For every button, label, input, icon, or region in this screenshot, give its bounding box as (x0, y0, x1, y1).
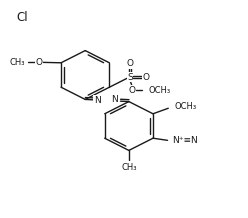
Text: CH₃: CH₃ (10, 58, 25, 67)
Text: O: O (126, 59, 133, 68)
Text: Cl: Cl (16, 11, 28, 24)
Text: OCH₃: OCH₃ (174, 102, 196, 111)
Text: CH₃: CH₃ (121, 163, 137, 172)
Text: O: O (129, 86, 136, 95)
Text: OCH₃: OCH₃ (148, 86, 170, 95)
Text: O: O (36, 58, 43, 67)
Text: S: S (127, 73, 133, 82)
Text: N: N (111, 95, 118, 104)
Text: N: N (94, 95, 100, 105)
Text: O: O (142, 73, 149, 82)
Text: N⁺≡N: N⁺≡N (172, 136, 198, 145)
